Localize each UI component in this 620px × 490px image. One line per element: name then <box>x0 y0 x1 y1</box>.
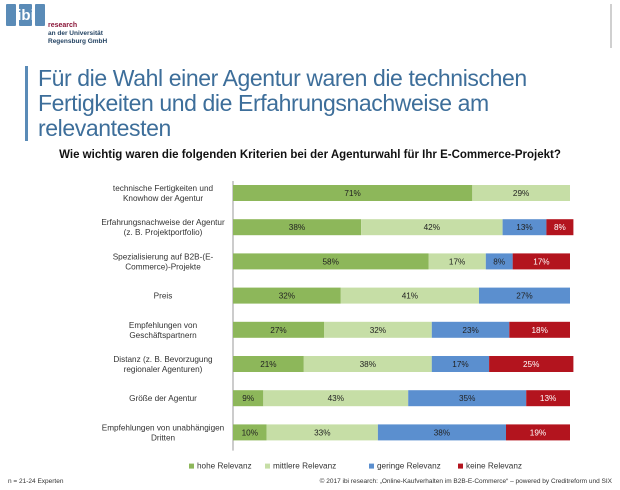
bar-segment <box>340 287 479 304</box>
data-label: 27% <box>270 326 286 335</box>
bar-segment <box>546 219 574 236</box>
bar-segment <box>233 219 362 236</box>
org-line-university: an der Universität <box>48 30 103 37</box>
bar-segment <box>233 390 264 407</box>
bar-segment <box>233 321 324 338</box>
chart-question: Wie wichtig waren die folgenden Kriterie… <box>59 149 561 161</box>
bar-segment <box>233 356 304 372</box>
data-label: 13% <box>540 394 556 403</box>
bar-segment <box>431 321 510 338</box>
data-label: 33% <box>314 428 330 437</box>
data-label: 29% <box>513 189 529 198</box>
bar-segment <box>233 287 341 304</box>
org-name: research an der Universität Regensburg G… <box>48 22 107 46</box>
data-label: 42% <box>424 223 440 232</box>
ibi-logo-icon: ibi <box>6 4 45 26</box>
org-line-research: research <box>48 22 78 29</box>
data-label: 38% <box>360 360 376 369</box>
bar-segment <box>361 219 503 236</box>
bar-segment <box>263 390 409 407</box>
data-label: 23% <box>462 326 478 335</box>
legend-swatch <box>265 463 270 469</box>
legend-swatch <box>369 463 374 469</box>
data-label: 71% <box>344 189 360 198</box>
bar-segment <box>472 185 570 201</box>
bar-segment <box>428 253 486 270</box>
page-title: Für die Wahl einer Agentur waren die tec… <box>25 66 608 141</box>
data-label: 38% <box>289 223 305 232</box>
bar-segment <box>485 253 513 270</box>
legend-label: mittlere Relevanz <box>273 462 336 471</box>
category-label: Empfehlungen von unabhängigen Dritten <box>102 423 225 442</box>
category-label: Spezialisierung auf B2B-(E-Commerce)-Pro… <box>113 252 214 271</box>
category-label: Erfahrungsnachweise der Agentur (z. B. Pr… <box>101 218 225 237</box>
bar-segment <box>408 390 527 407</box>
data-label: 32% <box>370 326 386 335</box>
legend-swatch <box>458 463 463 469</box>
legend-label: hohe Relevanz <box>197 462 252 471</box>
bar-segment <box>324 321 432 338</box>
sample-size-note: n = 21-24 Experten <box>8 478 64 485</box>
legend-label: geringe Relevanz <box>377 462 441 471</box>
bar-segment <box>489 356 574 372</box>
bar-segment <box>233 185 473 201</box>
data-label: 17% <box>533 257 549 266</box>
category-label: Empfehlungen von Geschäftspartnern <box>129 321 198 340</box>
data-label: 58% <box>323 257 339 266</box>
data-label: 32% <box>279 292 295 301</box>
data-label: 27% <box>516 292 532 301</box>
data-label: 9% <box>242 394 254 403</box>
data-label: 38% <box>434 428 450 437</box>
bar-segment <box>431 356 490 372</box>
bar-segment <box>303 356 432 372</box>
data-label: 19% <box>530 428 546 437</box>
category-label: Preis <box>154 292 173 301</box>
category-label: technische Fertigkeiten und Knowhow der A… <box>113 184 214 203</box>
logo-letters: ibi <box>17 7 35 24</box>
data-label: 17% <box>449 257 465 266</box>
data-label: 43% <box>328 394 344 403</box>
bar-segment <box>512 253 570 270</box>
bar-segment <box>377 424 506 441</box>
legend-swatch <box>189 463 194 469</box>
bar-segment <box>266 424 378 441</box>
data-label: 13% <box>516 223 532 232</box>
bar-segment <box>506 424 570 441</box>
data-label: 8% <box>493 257 505 266</box>
category-label: Distanz (z. B. Bevorzugung regionaler Age… <box>113 355 213 374</box>
data-label: 41% <box>402 292 418 301</box>
logo: ibi <box>6 4 46 26</box>
stacked-bar-chart: technische Fertigkeiten und Knowhow der A… <box>101 181 574 471</box>
data-label: 25% <box>523 360 539 369</box>
source-note: © 2017 ibi research: „Online-Kaufverhalt… <box>319 478 612 485</box>
bar-segment <box>479 287 570 304</box>
bar-segment <box>502 219 547 236</box>
legend-label: keine Relevanz <box>466 462 522 471</box>
header-divider <box>610 4 612 48</box>
data-label: 8% <box>554 223 566 232</box>
bar-segment <box>526 390 570 407</box>
data-label: 18% <box>532 326 548 335</box>
data-label: 21% <box>260 360 276 369</box>
data-label: 35% <box>459 394 475 403</box>
bar-segment <box>233 253 429 270</box>
data-label: 10% <box>242 428 258 437</box>
data-label: 17% <box>452 360 468 369</box>
bar-segment <box>509 321 570 338</box>
category-label: Größe der Agentur <box>129 394 197 403</box>
bar-segment <box>233 424 267 441</box>
org-line-company: Regensburg GmbH <box>48 38 108 45</box>
